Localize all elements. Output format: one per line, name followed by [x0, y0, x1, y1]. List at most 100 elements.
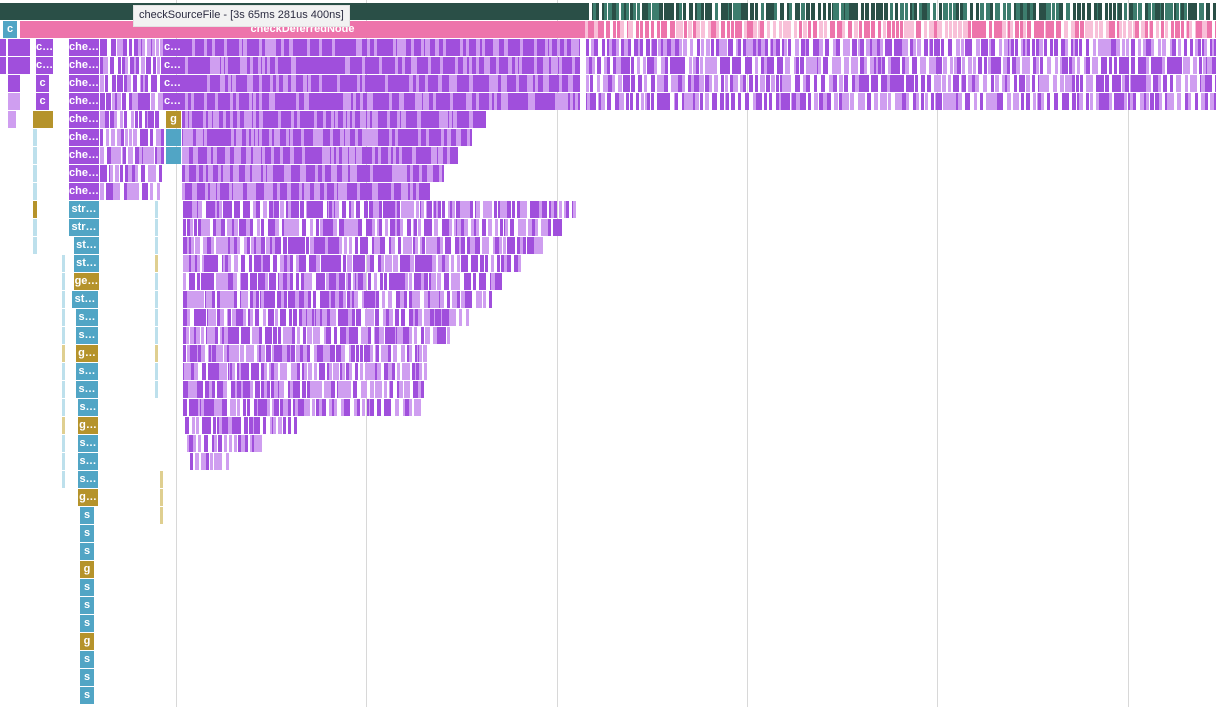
frame-purple-split[interactable]	[265, 39, 268, 56]
frame-purple-thin[interactable]	[414, 381, 417, 398]
frame-purple-thin[interactable]	[385, 255, 388, 272]
frame-purple-thin[interactable]	[385, 219, 388, 236]
frame-purple-thin[interactable]	[322, 363, 325, 380]
frame-purple-thin[interactable]	[212, 291, 215, 308]
frame-purple-thin[interactable]	[287, 327, 291, 344]
frame-root-segment[interactable]	[879, 3, 883, 20]
frame-purple-tail[interactable]	[779, 93, 782, 110]
frame-purple-thin[interactable]	[421, 327, 424, 344]
frame-purple-split[interactable]	[251, 129, 254, 146]
frame-purple-thin[interactable]	[309, 255, 313, 272]
frame-purple-tail[interactable]	[1033, 57, 1036, 74]
frame-purple-thin[interactable]	[183, 345, 186, 362]
frame-purple-tail[interactable]	[740, 75, 743, 92]
frame-purple-tail[interactable]	[750, 39, 753, 56]
frame-purple-thin[interactable]	[384, 381, 387, 398]
frame-purple-tail[interactable]	[1205, 93, 1208, 110]
frame-purple-split[interactable]	[345, 147, 348, 164]
frame-purple-remnant[interactable]	[270, 417, 273, 434]
frame-purple-tail[interactable]	[880, 39, 883, 56]
frame-root-segment[interactable]	[1048, 3, 1051, 20]
frame-purple-split[interactable]	[401, 93, 404, 110]
frame-purple-thin[interactable]	[208, 309, 212, 326]
frame-purple-thin[interactable]	[418, 219, 421, 236]
frame-purple-tail[interactable]	[1061, 75, 1064, 92]
frame-purple-remnant[interactable]	[213, 417, 216, 434]
frame-purple-tail[interactable]	[938, 75, 941, 92]
frame-purple-tail[interactable]	[803, 75, 806, 92]
frame-deferred-segment[interactable]	[716, 21, 719, 38]
frame-root-segment[interactable]	[659, 3, 663, 20]
frame-purple-tail[interactable]	[1007, 75, 1010, 92]
frame-purple-thin[interactable]	[457, 291, 460, 308]
frame-purple-split[interactable]	[419, 93, 422, 110]
frame-purple-thin[interactable]	[280, 363, 284, 380]
frame-purple-thin[interactable]	[355, 363, 358, 380]
frame-purple-tail[interactable]	[673, 57, 676, 74]
frame-purple-thin[interactable]	[488, 219, 492, 236]
frame-purple-mid[interactable]	[128, 165, 132, 182]
frame-purple-remnant[interactable]	[183, 399, 187, 416]
frame-purple-tail[interactable]	[1096, 75, 1100, 92]
frame-left-col[interactable]	[62, 435, 65, 452]
frame-purple-split[interactable]	[553, 57, 556, 74]
frame-purple-thin[interactable]	[348, 309, 351, 326]
frame-deferred-segment[interactable]	[783, 21, 786, 38]
frame-purple-tail[interactable]	[834, 39, 837, 56]
frame-purple-tail[interactable]	[745, 93, 749, 110]
frame-root-segment[interactable]	[895, 3, 898, 20]
frame-purple-thin[interactable]	[437, 237, 440, 254]
frame-purple-tail[interactable]	[586, 57, 589, 74]
frame-purple-split[interactable]	[491, 75, 494, 92]
frame-purple-thin[interactable]	[333, 219, 337, 236]
frame-labelled-29[interactable]: g…	[76, 345, 98, 362]
frame-purple-split[interactable]	[363, 129, 366, 146]
frame-deferred-segment[interactable]	[1090, 21, 1093, 38]
frame-purple-tail[interactable]	[755, 75, 758, 92]
frame-purple-tail[interactable]	[871, 75, 875, 92]
frame-purple-thin[interactable]	[339, 219, 342, 236]
frame-purple-thin[interactable]	[483, 291, 486, 308]
frame-purple-tail[interactable]	[1040, 57, 1043, 74]
frame-purple-thin[interactable]	[353, 327, 356, 344]
frame-purple-tail[interactable]	[913, 39, 916, 56]
frame-purple-remnant[interactable]	[221, 417, 224, 434]
frame-purple-thin[interactable]	[533, 201, 536, 218]
frame-purple-thin[interactable]	[269, 363, 272, 380]
frame-purple-mid[interactable]	[113, 39, 116, 56]
frame-root-segment[interactable]	[1003, 3, 1006, 20]
frame-purple-thin[interactable]	[310, 237, 314, 254]
frame-purple-thin[interactable]	[353, 273, 356, 290]
frame-purple-thin[interactable]	[338, 381, 342, 398]
frame-purple-split[interactable]	[410, 183, 413, 200]
frame-purple-remnant[interactable]	[238, 417, 241, 434]
frame-purple-split[interactable]	[416, 183, 419, 200]
frame-purple-remnant[interactable]	[189, 399, 193, 416]
frame-purple-thin[interactable]	[417, 255, 421, 272]
frame-deferred-segment[interactable]	[684, 21, 687, 38]
frame-purple-tail[interactable]	[870, 39, 873, 56]
frame-purple-thin[interactable]	[500, 219, 503, 236]
frame-purple-split[interactable]	[228, 75, 231, 92]
frame-purple-thin[interactable]	[341, 345, 345, 362]
frame-purple-mid[interactable]	[134, 39, 138, 56]
frame-purple-thin[interactable]	[369, 219, 372, 236]
frame-purple-split[interactable]	[204, 129, 207, 146]
frame-deferred-segment[interactable]	[750, 21, 753, 38]
frame-root-segment[interactable]	[1020, 3, 1023, 20]
frame-purple-thin[interactable]	[234, 219, 238, 236]
frame-purple-thin[interactable]	[376, 309, 379, 326]
frame-purple-split[interactable]	[367, 93, 370, 110]
frame-purple-split[interactable]	[391, 183, 394, 200]
frame-purple-tail[interactable]	[905, 57, 909, 74]
frame-purple-thin[interactable]	[313, 201, 316, 218]
frame-purple-remnant[interactable]	[218, 435, 222, 452]
frame-purple-tail[interactable]	[915, 75, 918, 92]
frame-purple-tail[interactable]	[699, 75, 702, 92]
frame-purple-thin[interactable]	[230, 237, 233, 254]
frame-purple-thin[interactable]	[534, 237, 537, 254]
frame-purple-tail[interactable]	[988, 57, 991, 74]
frame-purple-thin[interactable]	[405, 255, 408, 272]
frame-purple-mid[interactable]	[138, 93, 142, 110]
frame-purple-thin[interactable]	[319, 363, 322, 380]
